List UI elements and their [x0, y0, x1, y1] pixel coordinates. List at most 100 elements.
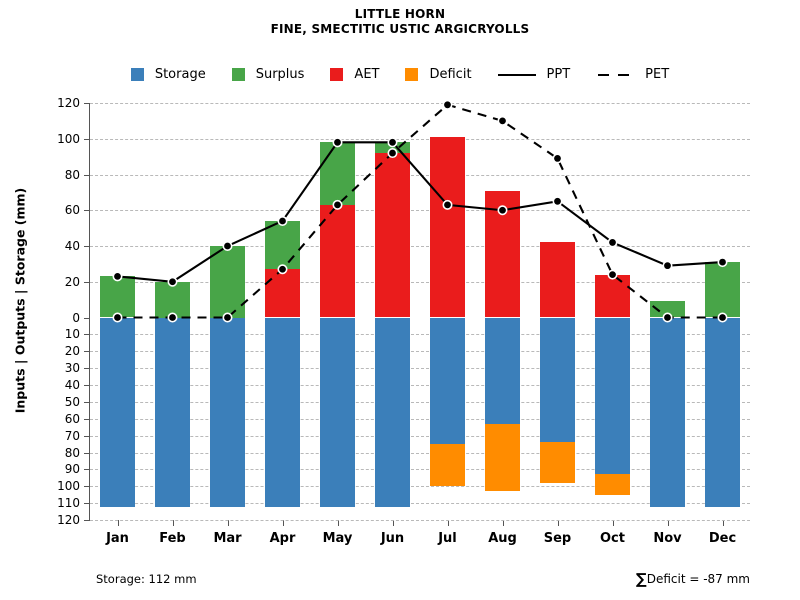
legend-label: PPT — [546, 67, 571, 82]
marker-pet-oct — [607, 269, 618, 280]
legend-label: AET — [354, 67, 380, 82]
marker-pet-jun — [387, 148, 398, 159]
marker-ppt-oct — [607, 237, 618, 248]
x-axis-tick — [612, 520, 614, 526]
deficit-summary: ∑Deficit = -87 mm — [636, 570, 750, 588]
y-axis-tick-label: 120 — [57, 96, 80, 110]
y-axis-tick-label: 60 — [64, 411, 80, 426]
y-axis-tick-label: 80 — [64, 167, 80, 182]
sigma-icon: ∑ — [635, 570, 647, 588]
bar-surplus-feb — [155, 281, 190, 318]
y-axis-tick — [84, 385, 90, 386]
bar-deficit-aug — [485, 423, 520, 492]
y-axis-tick-label: 100 — [57, 479, 80, 494]
legend-label: Surplus — [255, 67, 305, 82]
bar-storage-may — [320, 317, 355, 507]
gridline — [90, 351, 750, 353]
bar-storage-nov — [650, 317, 685, 507]
storage-summary: Storage: 112 mm — [96, 572, 197, 586]
marker-ppt-apr — [277, 215, 288, 226]
x-axis-label-apr: Apr — [269, 531, 296, 546]
marker-pet-dec — [717, 312, 728, 323]
x-axis-tick — [557, 520, 559, 526]
marker-ppt-may — [332, 137, 343, 148]
chart-title-line1: LITTLE HORN — [354, 7, 446, 21]
line-ppt — [117, 141, 723, 283]
x-axis-tick — [447, 520, 449, 526]
bar-deficit-jul — [430, 444, 465, 487]
y-axis-tick — [84, 486, 90, 488]
gridline — [90, 469, 750, 471]
y-axis-tick-label: 80 — [64, 445, 80, 460]
bar-storage-dec — [705, 317, 740, 507]
bar-storage-oct — [595, 317, 630, 475]
gridline — [90, 210, 750, 212]
gridline — [90, 103, 750, 104]
y-axis-tick — [84, 103, 90, 104]
bar-deficit-sep — [540, 442, 575, 483]
line-pet — [117, 103, 723, 319]
chart-title: LITTLE HORN FINE, SMECTITIC USTIC ARGICR… — [0, 7, 800, 37]
marker-pet-mar — [222, 312, 233, 323]
square-swatch-icon — [330, 68, 344, 81]
square-swatch-icon — [405, 68, 419, 81]
y-axis-tick — [84, 520, 90, 521]
y-axis-title-text: Inputs | Outputs | Storage (mm) — [12, 187, 28, 413]
y-axis-tick — [84, 210, 90, 212]
x-axis-tick — [227, 520, 229, 526]
y-axis-tick-label: 50 — [64, 394, 80, 409]
bar-aet-oct — [595, 274, 630, 318]
x-axis-label-jul: Jul — [438, 531, 457, 546]
y-axis-spine — [89, 103, 91, 520]
x-axis-tick — [502, 520, 504, 526]
marker-pet-nov — [662, 312, 673, 323]
marker-ppt-nov — [662, 260, 673, 271]
chart-title-line2: FINE, SMECTITIC USTIC ARGICRYOLLS — [270, 22, 530, 36]
square-swatch-icon — [130, 68, 144, 81]
gridline — [90, 418, 750, 420]
y-axis-tick — [84, 246, 90, 247]
deficit-summary-text: Deficit = -87 mm — [646, 572, 750, 586]
marker-pet-may — [332, 199, 343, 210]
gridline — [90, 486, 750, 488]
y-axis-tick-label: 0 — [72, 310, 80, 325]
x-axis-label-may: May — [322, 531, 353, 546]
legend-item-deficit[interactable]: Deficit — [405, 67, 472, 82]
x-axis-label-jun: Jun — [380, 531, 405, 546]
x-axis-tick — [337, 520, 339, 526]
legend-item-ppt[interactable]: PPT — [497, 67, 571, 82]
bar-surplus-nov — [650, 301, 685, 318]
y-axis-tick-label: 60 — [64, 203, 80, 218]
gridline — [90, 246, 750, 247]
dashed-line-icon — [596, 68, 634, 81]
gridline — [90, 503, 750, 505]
x-axis-label-feb: Feb — [159, 531, 186, 546]
legend-item-storage[interactable]: Storage — [130, 67, 206, 82]
y-axis-tick-label: 10 — [64, 327, 80, 342]
y-axis-tick — [84, 418, 90, 420]
legend-label: PET — [645, 67, 670, 82]
legend-item-pet[interactable]: PET — [596, 67, 669, 82]
x-axis-label-dec: Dec — [708, 531, 737, 546]
legend-item-aet[interactable]: AET — [330, 67, 379, 82]
y-axis-title: Inputs | Outputs | Storage (mm) — [10, 0, 30, 600]
x-axis-tick — [117, 520, 119, 526]
bar-surplus-dec — [705, 262, 740, 318]
marker-pet-feb — [167, 312, 178, 323]
gridline — [90, 368, 750, 370]
gridline — [90, 401, 750, 403]
bar-storage-jun — [375, 317, 410, 507]
marker-ppt-jan — [112, 271, 123, 282]
y-axis-tick-label: 30 — [64, 361, 80, 376]
y-axis-tick — [84, 281, 90, 283]
bar-surplus-jun — [375, 142, 410, 154]
y-axis-tick — [84, 469, 90, 471]
y-axis-tick-label: 40 — [64, 378, 80, 392]
bar-aet-jul — [430, 136, 465, 318]
gridline — [90, 520, 750, 521]
y-axis-tick — [84, 317, 90, 319]
legend-item-surplus[interactable]: Surplus — [231, 67, 305, 82]
y-axis-tick — [84, 351, 90, 353]
x-axis-label-sep: Sep — [543, 531, 572, 546]
bar-storage-jan — [100, 317, 135, 507]
